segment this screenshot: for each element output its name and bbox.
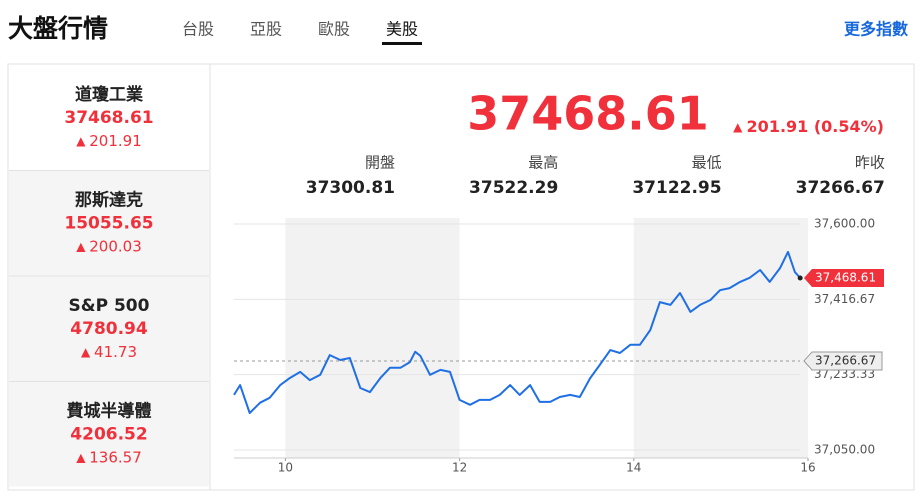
stat-label: 昨收	[855, 154, 885, 172]
stat-value: 37122.95	[632, 178, 721, 198]
stat-value: 37522.29	[469, 178, 558, 198]
index-change: ▲ 136.57	[76, 448, 142, 466]
up-arrow: ▲	[76, 239, 89, 253]
page-title: 大盤行情	[8, 14, 108, 43]
index-value: 15055.65	[64, 214, 153, 234]
index-value: 4206.52	[70, 425, 147, 445]
index-change: ▲ 201.91	[76, 132, 142, 150]
price-line	[233, 250, 801, 414]
up-arrow: ▲	[733, 120, 746, 134]
index-item[interactable]	[9, 381, 209, 487]
session-shade	[285, 218, 460, 458]
x-tick-label: 12	[452, 461, 467, 475]
tab[interactable]: 美股	[386, 20, 418, 39]
quote-change-value: 201.91 (0.54%)	[747, 117, 884, 136]
index-item[interactable]	[9, 276, 209, 381]
last-label: 37,468.61	[815, 270, 876, 284]
last-tag	[804, 268, 884, 287]
more-link[interactable]: 更多指數	[844, 20, 908, 39]
y-tick-label: 37,050.00	[814, 443, 875, 457]
stat-label: 最高	[528, 154, 558, 172]
index-item[interactable]	[9, 170, 209, 276]
session-shade	[633, 218, 808, 458]
stat-label: 開盤	[365, 154, 395, 172]
index-change-value: 200.03	[89, 237, 142, 255]
index-name: 費城半導體	[67, 401, 152, 422]
tab-underline	[382, 42, 422, 45]
x-tick-label: 16	[800, 461, 815, 475]
index-change-value: 41.73	[94, 343, 137, 361]
quote-price: 37468.61	[467, 87, 709, 141]
index-name: S&P 500	[69, 296, 150, 316]
stat-value: 37300.81	[306, 178, 395, 198]
index-value: 4780.94	[70, 319, 148, 339]
index-name: 那斯達克	[75, 190, 143, 211]
index-change-value: 136.57	[89, 448, 142, 466]
stat-label: 最低	[692, 154, 722, 172]
tab[interactable]: 台股	[182, 20, 214, 39]
stat-value: 37266.67	[796, 178, 885, 198]
index-change: ▲ 41.73	[81, 343, 137, 361]
tab[interactable]: 亞股	[250, 20, 282, 39]
index-name: 道瓊工業	[75, 84, 143, 105]
card	[7, 63, 915, 491]
up-arrow: ▲	[76, 134, 89, 148]
x-tick-label: 10	[278, 461, 293, 475]
quote-change: ▲ 201.91 (0.54%)	[733, 117, 884, 136]
x-tick-label: 14	[626, 461, 641, 475]
index-value: 37468.61	[64, 108, 153, 128]
index-change: ▲ 200.03	[76, 237, 142, 255]
y-tick-label: 37,416.67	[814, 292, 875, 306]
last-point	[797, 275, 803, 281]
index-item[interactable]	[9, 65, 209, 170]
ref-tag	[803, 351, 883, 371]
index-change-value: 201.91	[89, 132, 142, 150]
up-arrow: ▲	[81, 345, 94, 359]
y-tick-label: 37,600.00	[814, 217, 875, 231]
tab[interactable]: 歐股	[318, 20, 350, 39]
ref-label: 37,266.67	[815, 353, 876, 367]
y-tick-label: 37,233.33	[814, 367, 875, 381]
up-arrow: ▲	[76, 450, 89, 464]
